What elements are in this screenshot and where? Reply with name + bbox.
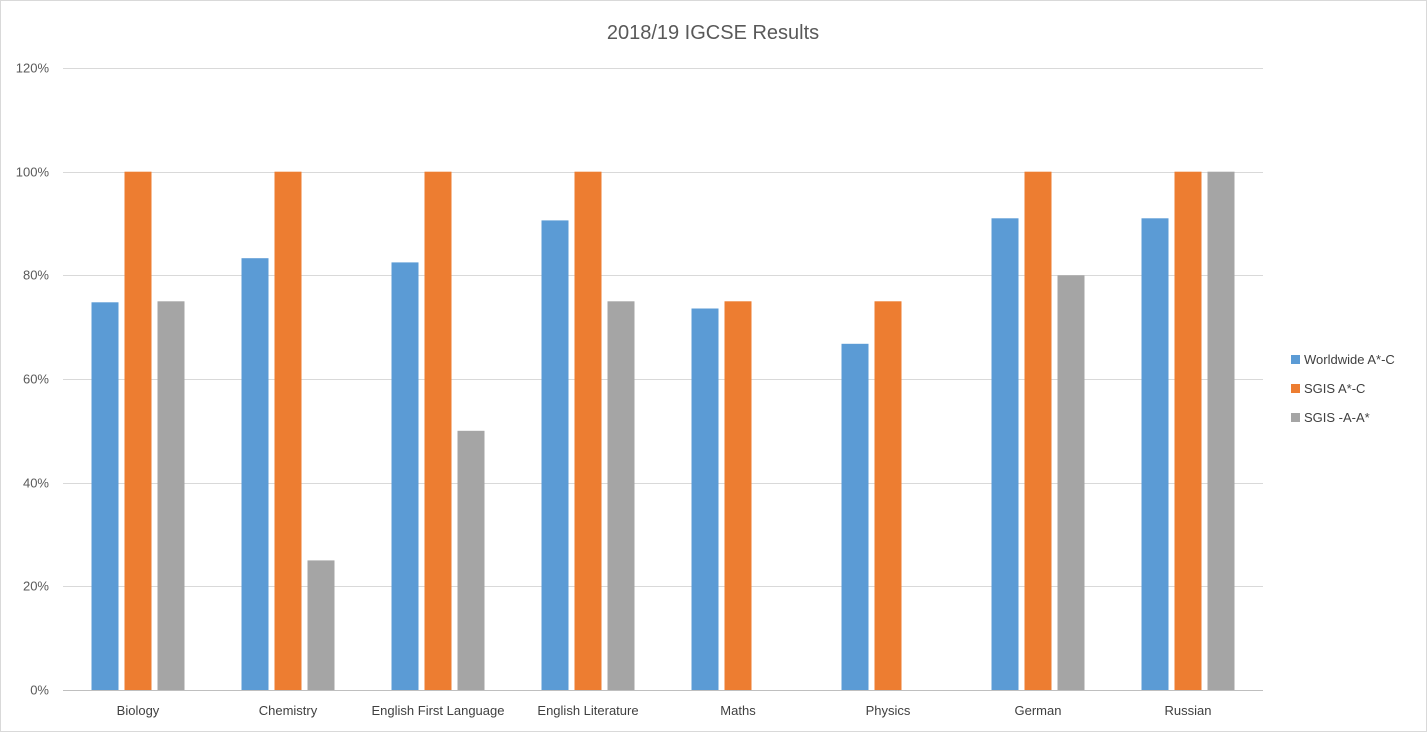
- bar-sgis-a-a--biology: [157, 301, 185, 691]
- x-category-label: Biology: [117, 703, 160, 718]
- y-tick-label: 80%: [23, 268, 49, 283]
- legend-label: Worldwide A*-C: [1304, 352, 1395, 367]
- y-tick-label: 60%: [23, 372, 49, 387]
- x-category-label: English Literature: [537, 703, 638, 718]
- bar-sgis-a-a--chemistry: [307, 560, 335, 690]
- legend-label: SGIS -A-A*: [1304, 410, 1370, 425]
- bar-sgis-a-a--german: [1057, 275, 1085, 690]
- bar-sgis-a-a--english-literature: [607, 301, 635, 691]
- y-tick-label: 120%: [16, 61, 50, 76]
- bar-worldwide-a-c-german: [991, 218, 1019, 691]
- bars: [91, 171, 1235, 691]
- y-tick-label: 20%: [23, 579, 49, 594]
- bar-worldwide-a-c-maths: [691, 308, 719, 690]
- bar-worldwide-a-c-english-literature: [541, 220, 569, 690]
- bar-sgis-a-c-physics: [874, 301, 902, 691]
- bar-sgis-a-c-maths: [724, 301, 752, 691]
- bar-worldwide-a-c-biology: [91, 302, 119, 690]
- bar-worldwide-a-c-physics: [841, 343, 869, 690]
- bar-sgis-a-a--english-first-language: [457, 430, 485, 690]
- bar-sgis-a-c-english-literature: [574, 171, 602, 690]
- bar-sgis-a-c-biology: [124, 171, 152, 690]
- legend: Worldwide A*-C SGIS A*-C SGIS -A-A*: [1291, 352, 1395, 425]
- legend-label: SGIS A*-C: [1304, 381, 1365, 396]
- y-tick-label: 0%: [30, 683, 49, 698]
- bar-worldwide-a-c-russian: [1141, 218, 1169, 691]
- bar-sgis-a-c-english-first-language: [424, 171, 452, 690]
- y-tick-label: 40%: [23, 476, 49, 491]
- x-category-label: Chemistry: [259, 703, 318, 718]
- x-category-label: Physics: [866, 703, 911, 718]
- x-category-label: English First Language: [372, 703, 505, 718]
- bar-sgis-a-a--russian: [1207, 171, 1235, 690]
- bar-sgis-a-c-russian: [1174, 171, 1202, 690]
- bar-worldwide-a-c-chemistry: [241, 258, 269, 690]
- legend-swatch: [1291, 355, 1300, 364]
- bar-worldwide-a-c-english-first-language: [391, 262, 419, 690]
- x-category-label: Russian: [1165, 703, 1212, 718]
- x-category-label: German: [1015, 703, 1062, 718]
- x-category-label: Maths: [720, 703, 756, 718]
- bar-sgis-a-c-german: [1024, 171, 1052, 690]
- legend-swatch: [1291, 413, 1300, 422]
- legend-swatch: [1291, 384, 1300, 393]
- y-tick-label: 100%: [16, 165, 50, 180]
- chart-title: 2018/19 IGCSE Results: [607, 22, 819, 44]
- bar-sgis-a-c-chemistry: [274, 171, 302, 690]
- axes: 0% 20% 40% 60% 80% 100% 120% Biology Chemistry En…: [16, 61, 1263, 718]
